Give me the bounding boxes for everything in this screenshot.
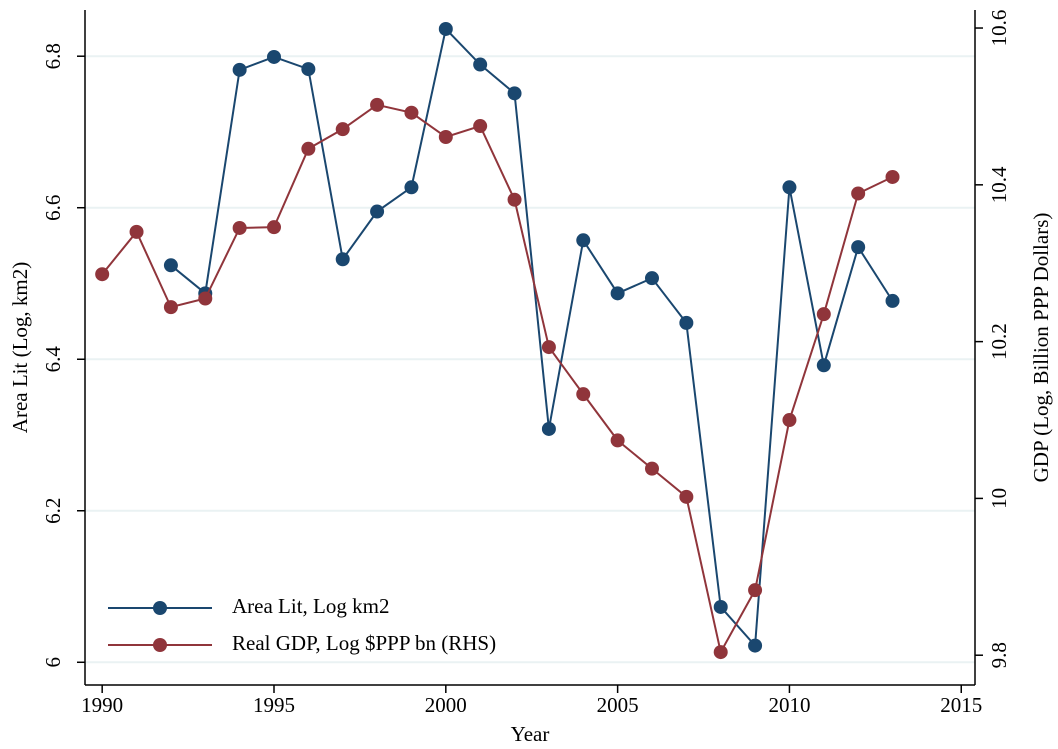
y-tick-label: 6.2	[41, 498, 65, 524]
point	[404, 105, 419, 120]
y-tick-label: 6.4	[41, 346, 65, 373]
point	[266, 220, 281, 235]
point	[610, 286, 625, 301]
point	[301, 62, 316, 77]
y2-tick-label: 10.6	[987, 10, 1011, 47]
legend-marker	[153, 638, 167, 652]
point	[473, 57, 488, 72]
x-tick-label: 2010	[768, 693, 810, 717]
point	[816, 307, 831, 322]
y-axis-title: Area Lit (Log, km2)	[8, 262, 32, 433]
point	[370, 97, 385, 112]
point	[129, 224, 144, 239]
point	[266, 49, 281, 64]
legend-marker	[153, 601, 167, 615]
y2-tick-label: 10	[987, 488, 1011, 509]
point	[679, 315, 694, 330]
y2-axis-title: GDP (Log, Billion PPP Dollars)	[1029, 213, 1053, 483]
point	[507, 192, 522, 207]
point	[163, 258, 178, 273]
y-tick-label: 6	[41, 657, 65, 668]
point	[851, 240, 866, 255]
point	[507, 86, 522, 101]
series-line	[170, 26, 894, 649]
point	[232, 62, 247, 77]
y2-tick-label: 10.2	[987, 323, 1011, 360]
x-axis-title: Year	[511, 722, 550, 746]
y2-tick-label: 10.4	[987, 166, 1011, 203]
point	[713, 599, 728, 614]
x-tick-label: 2005	[597, 693, 639, 717]
point	[782, 180, 797, 195]
point	[748, 583, 763, 598]
point	[679, 489, 694, 504]
point	[576, 387, 591, 402]
point	[473, 119, 488, 134]
x-tick-label: 1995	[253, 693, 295, 717]
point	[885, 293, 900, 308]
legend-label: Real GDP, Log $PPP bn (RHS)	[232, 631, 496, 655]
point	[541, 340, 556, 355]
y-tick-label: 6.6	[41, 195, 65, 221]
point	[782, 413, 797, 428]
legend-label: Area Lit, Log km2	[232, 594, 389, 618]
point	[748, 638, 763, 653]
point	[163, 300, 178, 315]
point	[610, 433, 625, 448]
point	[404, 180, 419, 195]
point	[713, 645, 728, 660]
x-tick-label: 2015	[940, 693, 982, 717]
series-line	[101, 103, 893, 655]
x-tick-label: 2000	[425, 693, 467, 717]
point	[335, 122, 350, 137]
point	[438, 130, 453, 145]
x-tick-label: 1990	[81, 693, 123, 717]
y-tick-label: 6.8	[41, 43, 65, 69]
point	[885, 169, 900, 184]
point	[816, 358, 831, 373]
point	[644, 271, 659, 286]
point	[644, 461, 659, 476]
point	[335, 252, 350, 267]
point	[541, 421, 556, 436]
point	[301, 141, 316, 156]
point	[95, 267, 110, 282]
point	[438, 21, 453, 36]
point	[851, 186, 866, 201]
point	[576, 233, 591, 248]
y2-tick-label: 9.8	[987, 642, 1011, 668]
point	[232, 220, 247, 235]
point	[370, 204, 385, 219]
point	[198, 291, 213, 306]
